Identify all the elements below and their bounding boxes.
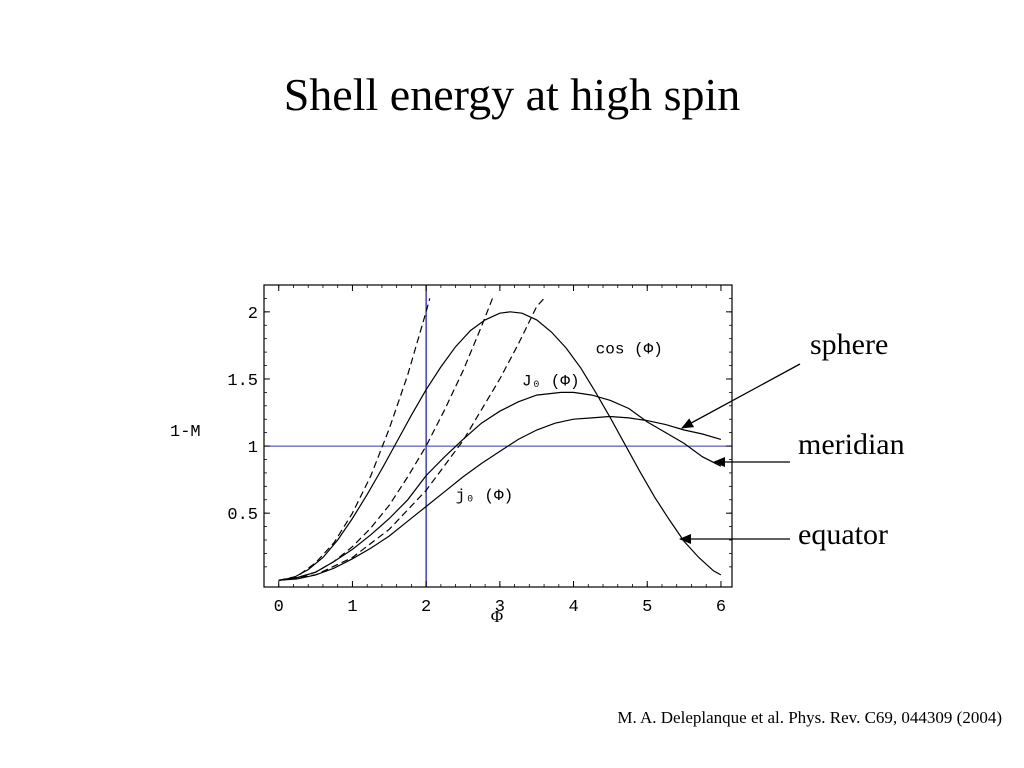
y-tick-label: 1.5 xyxy=(227,372,258,391)
reference-lines xyxy=(264,285,732,587)
curves xyxy=(278,297,722,581)
sphere-annotation: sphere xyxy=(810,328,889,361)
curve-label: cos (Φ) xyxy=(596,340,663,358)
y-tick-label: 2 xyxy=(248,305,258,324)
x-tick-label: 1 xyxy=(347,598,357,617)
curve-label: j₀ (Φ) xyxy=(456,487,514,505)
x-tick-label: 6 xyxy=(716,598,726,617)
y-tick-label: 0.5 xyxy=(227,506,258,525)
series-line-cos xyxy=(278,311,722,581)
x-tick-label: 0 xyxy=(274,598,284,617)
curve-label: J₀ (Φ) xyxy=(522,373,580,391)
curve-labels: cos (Φ) J₀ (Φ) j₀ (Φ) xyxy=(456,340,663,504)
series-line-J0 xyxy=(278,391,722,581)
plot-frame xyxy=(263,284,733,588)
x-tick-label: 4 xyxy=(568,598,578,617)
series-line-j0 xyxy=(278,415,722,581)
x-tick-label: 3 xyxy=(495,598,505,617)
meridian-annotation: meridian xyxy=(798,428,905,461)
citation: M. A. Deleplanque et al. Phys. Rev. C69,… xyxy=(617,708,1002,727)
sphere-arrow xyxy=(681,363,801,429)
x-axis-label: Φ xyxy=(491,607,503,626)
x-tick-label: 2 xyxy=(421,598,431,617)
series-line-J0_approx xyxy=(278,298,494,581)
y-axis-label: 1-M xyxy=(170,423,201,442)
slide-title: Shell energy at high spin xyxy=(283,69,741,120)
y-tick-label: 1 xyxy=(248,439,258,458)
series-line-cos_approx xyxy=(278,298,431,581)
x-tick-label: 5 xyxy=(642,598,652,617)
series-line-j0_approx xyxy=(278,297,545,581)
equator-annotation: equator xyxy=(798,518,888,551)
ticks: 0 1 2 3 4 5 6 0.5 1 1.5 2 xyxy=(227,285,732,617)
